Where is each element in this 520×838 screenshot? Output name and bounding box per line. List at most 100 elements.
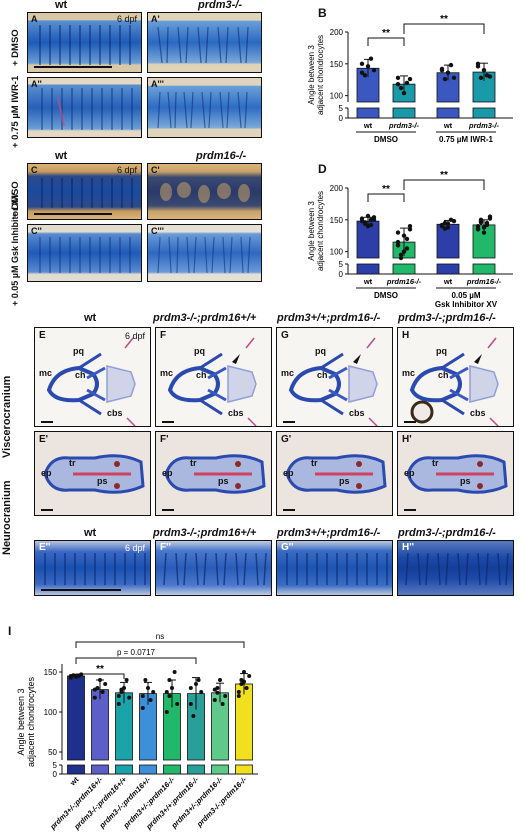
panel-letter-H'': H''	[402, 542, 414, 553]
label-mc-2: mc	[281, 368, 294, 378]
chartD-point-3-2	[481, 230, 487, 235]
chart-D: 05 100 150 200 Angle between 3adjacent chond…	[307, 170, 513, 309]
label-ch-3: ch	[438, 370, 449, 380]
side-label-iwr: + 0.75 µM IWR-1	[10, 75, 21, 148]
label-tr-0: tr	[69, 458, 76, 468]
chartI-point-5-0	[188, 702, 193, 706]
chartI-bracket-sig	[75, 673, 125, 679]
chartI-point-4-2	[170, 686, 174, 690]
chartB-point-2-5	[439, 67, 445, 73]
cell-boundary-3-0	[405, 552, 409, 586]
chartD-point-1-2	[401, 249, 407, 254]
chartD-ytick-label-5: 5	[339, 260, 344, 269]
chartB-point-1-2	[401, 90, 407, 96]
pharyngeal-tooth-1	[245, 337, 257, 426]
label-ep-1: ep	[162, 468, 173, 478]
chartI-point-3-5	[140, 694, 145, 698]
chartB-ytick-label-0: 0	[339, 114, 344, 123]
chartD-ytick-label-0: 0	[339, 270, 344, 279]
bubble-artifact	[410, 400, 434, 424]
image-panel-E'': E'' 6 dpf	[34, 540, 151, 596]
chartB-point-2-2	[445, 70, 451, 75]
chartI-point-4-1	[167, 678, 172, 682]
label-ep-3: ep	[404, 468, 415, 478]
chartD-point-3-7	[481, 225, 487, 230]
cell-boundary-1-8	[243, 552, 247, 586]
panel-letter-F: F	[160, 330, 167, 341]
palatoquadrate-1	[199, 352, 223, 416]
chondrocyte-row-drawing-1	[163, 552, 267, 586]
chartD-ylabel: Angle between 3adjacent chondrocytes	[307, 191, 325, 271]
chartI-annotation-ns: ns	[156, 632, 164, 641]
palatoquadrate-2	[320, 352, 344, 416]
chartI-bracket-ns	[75, 641, 245, 648]
chartI-point-7-7	[242, 679, 246, 684]
cell-boundary-3-10	[505, 552, 509, 586]
arrowhead-3	[474, 354, 482, 364]
ceratohyal-0	[86, 366, 106, 402]
chartI-point-6-2	[218, 678, 222, 682]
chartD-bar-lower-2	[436, 263, 460, 275]
ceratobranchials-3	[469, 365, 499, 403]
label-tr-2: tr	[311, 458, 318, 468]
palatoquadrate-3	[441, 352, 465, 416]
chartI-point-4-6	[167, 694, 172, 698]
chartD-point-0-7	[365, 213, 371, 219]
label-cbs-2: cbs	[349, 408, 365, 418]
chartD-point-2-5	[439, 222, 445, 228]
chartD-sig-bracket-1	[403, 179, 485, 190]
cell-boundary-1-9	[255, 552, 259, 586]
label-cbs-0: cbs	[107, 408, 123, 418]
chondrocyte-row-drawing-2	[286, 553, 388, 585]
chartB-sig-bracket-1	[403, 23, 485, 34]
image-panel-F': F' ep tr ps	[155, 431, 272, 516]
chartB-point-3-1	[478, 75, 484, 81]
label-pq-2: pq	[315, 346, 326, 356]
chartI-bar-lower-3	[139, 764, 157, 775]
scale-bar-A	[34, 66, 112, 68]
image-panel-C1: C'	[147, 163, 262, 220]
chartI-point-0-5	[68, 675, 73, 680]
chartB-point-0-0	[359, 61, 365, 67]
arrowhead-2	[353, 354, 361, 364]
chartI-point-1-2	[98, 678, 102, 682]
chartD-point-1-10	[395, 239, 401, 245]
label-ch-2: ch	[317, 370, 328, 380]
image-panel-E: E 6 dpf mc pq ch cbs	[34, 327, 151, 427]
chartI-point-4-5	[164, 690, 169, 694]
cell-boundary-3-2	[425, 552, 429, 586]
image-panel-A1: A'	[147, 12, 262, 73]
chartI-point-7-6	[239, 682, 244, 686]
chartD-sig-label-1: **	[440, 170, 448, 181]
ceratohyal-3	[449, 366, 469, 402]
panel-letter-G': G'	[281, 434, 292, 445]
chartI-ytick-label-150: 150	[44, 668, 58, 677]
pharyngeal-tooth-0	[124, 337, 136, 426]
otolith-a-0	[114, 461, 120, 467]
label-ch-1: ch	[196, 370, 207, 380]
label-mc-3: mc	[402, 368, 415, 378]
header-col-1: wt	[84, 312, 97, 324]
label-cbs-3: cbs	[470, 408, 486, 418]
chartB-xtick-label-3: prdm3-/-	[468, 121, 500, 130]
cell-boundary-3-1	[417, 552, 421, 586]
scale-bar-E2	[41, 589, 121, 591]
cell-boundary-1-4	[203, 552, 207, 586]
chartI-point-5-3	[196, 678, 201, 682]
cell-boundary-3-6	[465, 552, 469, 586]
chondrocyte-stack-C2	[39, 237, 131, 273]
chartI-point-2-5	[116, 694, 121, 698]
chartI-annotation-p: p = 0.0717	[117, 648, 156, 657]
chartB-bar-lower-1	[392, 107, 416, 119]
chondrocyte-row-drawing-0	[44, 553, 146, 585]
chondrocyte-stack-C3	[157, 236, 251, 274]
chartB-group-label-1: 0.75 µM IWR-1	[439, 135, 494, 144]
scale-bar-C	[34, 213, 112, 215]
cell-boundary-1-7	[235, 552, 239, 586]
cell-boundary-1-10	[263, 552, 267, 586]
header-prdm3: prdm3-/-	[198, 0, 242, 11]
chartI-point-3-3	[148, 698, 153, 702]
chartD-group-label-1: 0.05 µM	[451, 291, 480, 300]
image-panel-A2: A''	[27, 77, 142, 138]
